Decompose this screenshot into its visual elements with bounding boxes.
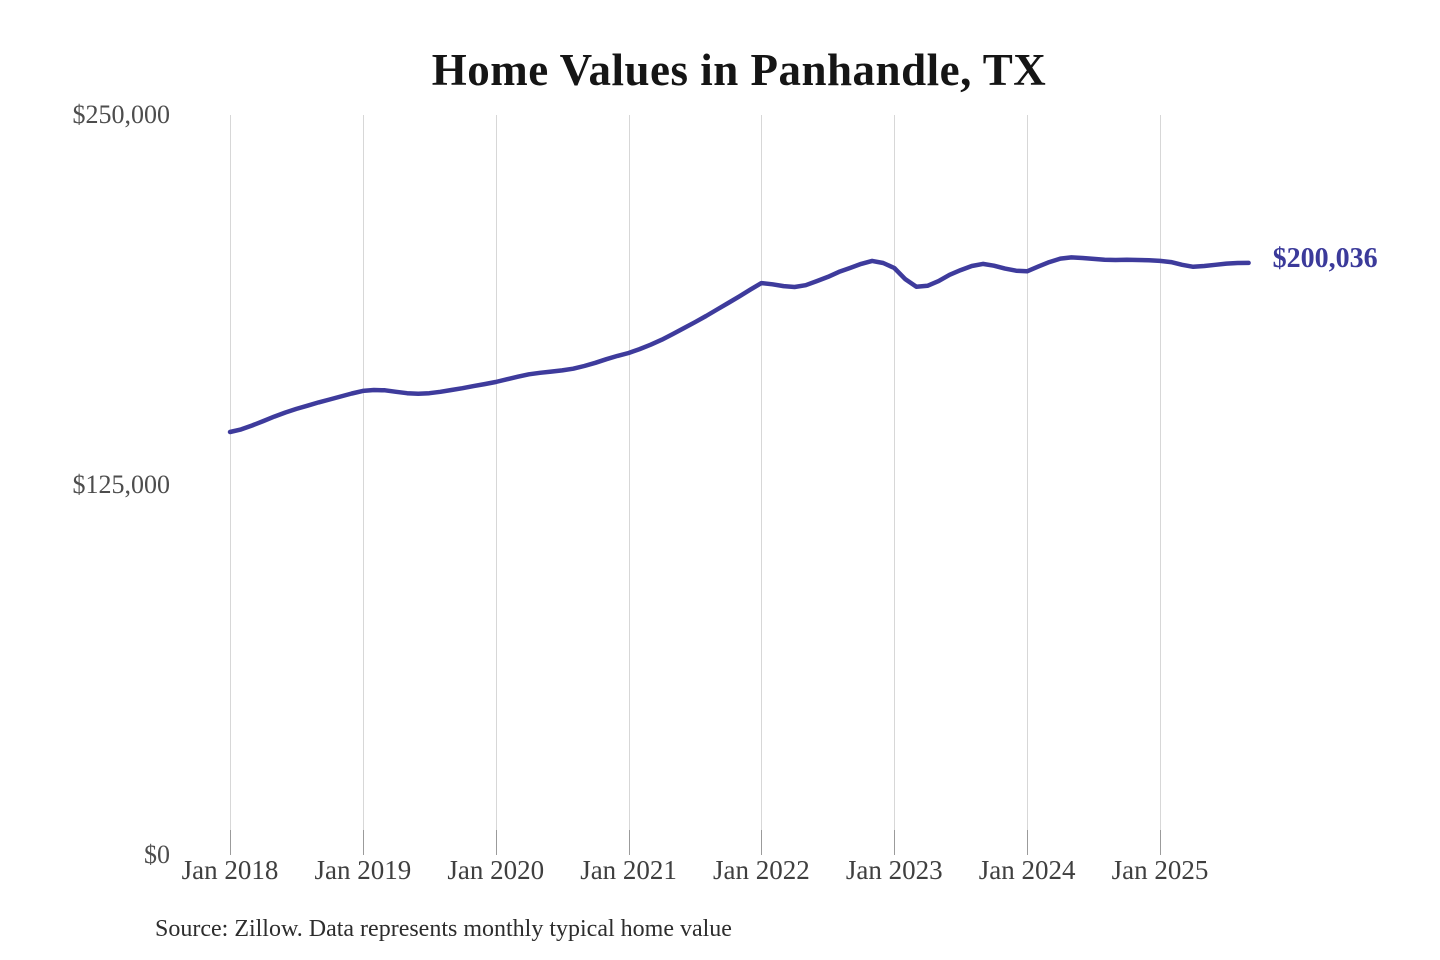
y-tick-label: $125,000 bbox=[72, 470, 171, 499]
x-tick-label: Jan 2021 bbox=[580, 855, 677, 885]
x-tickmark bbox=[230, 830, 231, 855]
y-tick-label: $0 bbox=[144, 840, 170, 869]
x-tick-label: Jan 2023 bbox=[845, 855, 943, 885]
value-line bbox=[227, 255, 1251, 435]
x-tick-label: Jan 2018 bbox=[181, 855, 279, 885]
x-tickmark bbox=[1027, 830, 1029, 855]
latest-value-label: $200,036 bbox=[1272, 242, 1378, 274]
source-note: Source: Zillow. Data represents monthly … bbox=[155, 916, 732, 942]
x-tickmark bbox=[761, 830, 763, 855]
gridline bbox=[894, 115, 896, 855]
x-tick-label: Jan 2022 bbox=[713, 855, 810, 885]
gridline bbox=[628, 115, 630, 855]
x-tickmark bbox=[1160, 830, 1161, 855]
gridline bbox=[495, 115, 497, 855]
gridline bbox=[761, 115, 763, 855]
gridline bbox=[230, 115, 231, 855]
x-tickmark bbox=[362, 830, 364, 855]
x-tick-label: Jan 2024 bbox=[978, 855, 1076, 885]
x-tickmark bbox=[628, 830, 630, 855]
gridline bbox=[362, 115, 364, 855]
chart-title: Home Values in Panhandle, TX bbox=[431, 45, 1047, 95]
x-tick-label: Jan 2020 bbox=[447, 855, 545, 885]
x-tick-label: Jan 2025 bbox=[1111, 855, 1209, 885]
gridline bbox=[1160, 115, 1161, 855]
y-tick-label: $250,000 bbox=[72, 100, 171, 129]
gridline bbox=[1027, 115, 1029, 855]
x-tickmark bbox=[894, 830, 896, 855]
x-tick-label: Jan 2019 bbox=[314, 855, 412, 885]
x-tickmark bbox=[495, 830, 497, 855]
